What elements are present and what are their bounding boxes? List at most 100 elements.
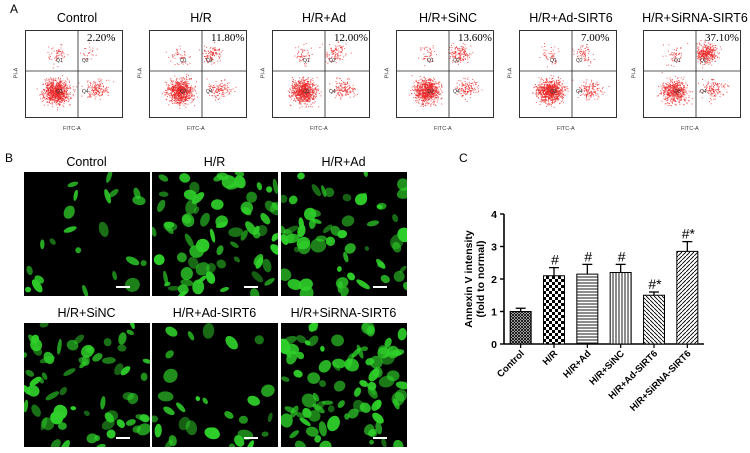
- flow-y-axis-label: PI-A: [137, 67, 144, 79]
- fluorescence-image-title: H/R+Ad-SIRT6: [172, 306, 257, 320]
- quadrant-label: Q1: [427, 58, 434, 64]
- flow-y-axis-label: PI-A: [13, 67, 20, 79]
- fluorescence-image: [24, 323, 150, 447]
- scale-bar: [373, 437, 387, 439]
- apoptosis-percent: 11.80%: [211, 32, 245, 44]
- flow-x-axis-label: FITC-A: [557, 126, 575, 132]
- y-tick-label: 4: [491, 209, 497, 221]
- flow-x-axis-label: FITC-A: [187, 126, 205, 132]
- y-tick-label: 1: [491, 307, 497, 319]
- flow-scatter-svg: [520, 31, 616, 117]
- flow-y-axis-label: PI-A: [384, 67, 391, 79]
- quadrant-label: Q1: [56, 58, 63, 64]
- panel-label-a: A: [10, 2, 19, 16]
- quadrant-label: Q3: [427, 89, 434, 95]
- quadrant-label: Q2: [576, 58, 583, 64]
- flow-scatter-plot: Q1 Q2 Q3 Q4: [396, 30, 494, 118]
- flow-scatter-svg: [150, 31, 246, 117]
- quadrant-label: Q1: [180, 58, 187, 64]
- quadrant-label: Q4: [82, 89, 89, 95]
- quadrant-label: Q1: [674, 58, 681, 64]
- quadrant-label: Q2: [700, 58, 707, 64]
- apoptosis-percent: 7.00%: [581, 32, 610, 44]
- apoptosis-percent: 37.10%: [705, 32, 739, 44]
- bar: [609, 272, 632, 345]
- y-tick-label: 2: [491, 274, 497, 286]
- y-tick-label: 0: [491, 339, 497, 351]
- flow-plot-title: H/R+Ad: [301, 11, 347, 25]
- fluorescence-image-title: H/R+SiNC: [57, 306, 116, 320]
- x-tick-label: H/R+Ad: [561, 348, 593, 380]
- quadrant-label: Q2: [206, 58, 213, 64]
- flow-scatter-svg: [644, 31, 740, 117]
- annexin-bar-chart: 0 1 2 3 4 Annexin V intensity(fold to normal)…: [463, 209, 704, 414]
- flow-scatter-plot: Q1 Q2 Q3 Q4: [643, 30, 741, 118]
- quadrant-label: Q3: [303, 89, 310, 95]
- fluorescence-image-title: H/R: [203, 155, 226, 169]
- bar: [676, 250, 699, 345]
- bar: [543, 275, 565, 345]
- quadrant-label: Q2: [82, 58, 89, 64]
- quadrant-label: Q4: [453, 89, 460, 95]
- significance-mark: #*: [682, 226, 696, 242]
- flow-plot-title: H/R+Ad-SIRT6: [529, 11, 613, 25]
- significance-mark: #: [551, 252, 559, 268]
- flow-scatter-plot: Q1 Q2 Q3 Q4: [272, 30, 370, 118]
- flow-scatter-svg: [273, 31, 369, 117]
- quadrant-label: Q3: [56, 89, 63, 95]
- panel-label-c: C: [459, 151, 468, 165]
- quadrant-label: Q2: [453, 58, 460, 64]
- flow-plot-title: H/R+SiRNA-SIRT6: [642, 11, 748, 25]
- quadrant-label: Q3: [180, 89, 187, 95]
- x-tick-label: Control: [495, 348, 527, 380]
- quadrant-label: Q1: [303, 58, 310, 64]
- flow-x-axis-label: FITC-A: [63, 126, 81, 132]
- apoptosis-percent: 2.20%: [87, 32, 116, 44]
- significance-mark: #: [584, 248, 592, 264]
- quadrant-label: Q3: [674, 89, 681, 95]
- scale-bar: [244, 286, 258, 288]
- flow-scatter-plot: Q1 Q2 Q3 Q4: [519, 30, 617, 118]
- scale-bar: [373, 286, 387, 288]
- fluorescence-image: [24, 172, 150, 296]
- apoptosis-percent: 13.60%: [458, 32, 492, 44]
- flow-x-axis-label: FITC-A: [681, 126, 699, 132]
- flow-x-axis-label: FITC-A: [434, 126, 452, 132]
- fluorescence-image: [281, 172, 407, 296]
- scale-bar: [116, 286, 130, 288]
- bar: [576, 273, 599, 345]
- quadrant-label: Q4: [206, 89, 213, 95]
- significance-mark: #*: [648, 276, 662, 292]
- significance-mark: #: [618, 248, 626, 264]
- flow-scatter-plot: Q1 Q2 Q3 Q4: [25, 30, 123, 118]
- flow-plot-title: H/R+SiNC: [419, 11, 477, 25]
- quadrant-label: Q4: [329, 89, 336, 95]
- flow-plot-title: H/R: [190, 11, 212, 25]
- fluorescence-image-title: Control: [66, 155, 107, 169]
- fluorescence-image-title: H/R+SiRNA-SIRT6: [290, 306, 397, 320]
- x-tick-label: H/R+SiRNA-SIRT6: [628, 348, 693, 413]
- flow-scatter-plot: Q1 Q2 Q3 Q4: [149, 30, 247, 118]
- fluorescence-image: [152, 323, 278, 447]
- quadrant-label: Q4: [700, 89, 707, 95]
- flow-y-axis-label: PI-A: [631, 67, 638, 79]
- quadrant-label: Q4: [576, 89, 583, 95]
- scale-bar: [116, 437, 130, 439]
- quadrant-label: Q3: [550, 89, 557, 95]
- fluorescence-image: [152, 172, 278, 296]
- flow-scatter-svg: [26, 31, 122, 117]
- flow-y-axis-label: PI-A: [507, 67, 514, 79]
- flow-plot-title: Control: [56, 11, 98, 25]
- panel-label-b: B: [5, 151, 14, 165]
- bar: [643, 294, 665, 345]
- quadrant-label: Q1: [550, 58, 557, 64]
- fluorescence-image-title: H/R+Ad: [321, 155, 366, 169]
- bar: [509, 311, 532, 345]
- flow-scatter-svg: [397, 31, 493, 117]
- apoptosis-percent: 12.00%: [334, 32, 368, 44]
- flow-x-axis-label: FITC-A: [310, 126, 328, 132]
- quadrant-label: Q2: [329, 58, 336, 64]
- flow-y-axis-label: PI-A: [260, 67, 267, 79]
- y-axis-label: Annexin V intensity(fold to normal): [463, 230, 487, 328]
- scale-bar: [244, 437, 258, 439]
